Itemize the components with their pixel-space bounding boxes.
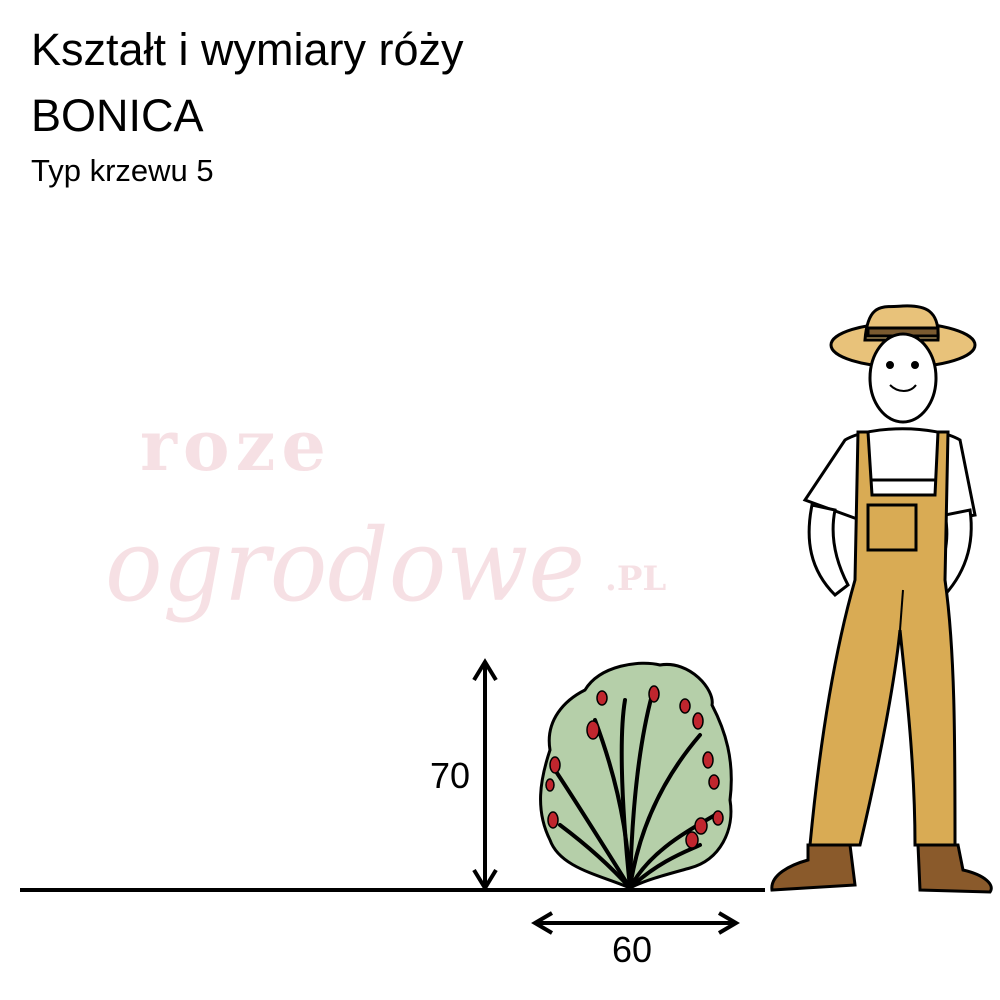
height-arrow bbox=[472, 658, 498, 892]
shrub-type: Typ krzewu 5 bbox=[31, 153, 214, 188]
height-label: 70 bbox=[430, 755, 471, 796]
width-label: 60 bbox=[612, 929, 653, 970]
variety-name: BONICA bbox=[31, 90, 204, 141]
watermark-logo: roze ogrodowe .PL bbox=[105, 404, 666, 624]
watermark-line1: roze bbox=[140, 404, 332, 487]
width-arrow bbox=[531, 911, 740, 935]
rose-blooms bbox=[545, 685, 724, 849]
gardener-figure bbox=[770, 304, 993, 894]
rose-bush bbox=[539, 661, 733, 890]
watermark-suffix: .PL bbox=[605, 559, 666, 599]
watermark-line2: ogrodowe bbox=[105, 507, 585, 624]
page-title: Kształt i wymiary róży bbox=[31, 24, 464, 75]
